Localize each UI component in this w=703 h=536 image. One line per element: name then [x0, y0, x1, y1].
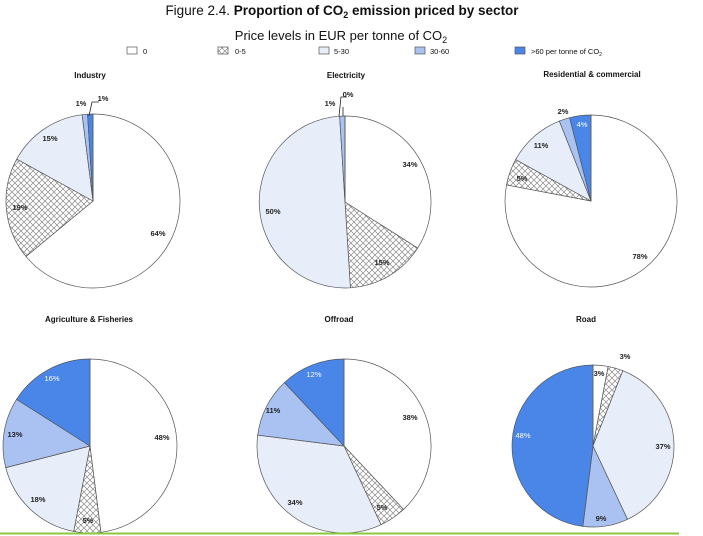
legend-swatch-1 — [217, 46, 229, 55]
legend-label-1: 0-5 — [235, 47, 246, 56]
data-label: 48% — [154, 433, 169, 442]
data-label: 12% — [306, 370, 321, 379]
data-label: 3% — [620, 352, 631, 361]
pie-chart-4: Offroad 38% 5% 34% 11% 12% — [256, 315, 432, 534]
pie-slice-5-30 — [592, 370, 675, 520]
figure-title: Figure 2.4. Proportion of CO2 emission p… — [165, 3, 519, 20]
pie-slice-5-30 — [256, 434, 382, 534]
legend-label-3: 30-60 — [430, 47, 449, 56]
chart-title: Agriculture & Fisheries — [45, 315, 134, 324]
pie-slice-60 — [16, 358, 91, 447]
pie-slice-30-60 — [2, 398, 91, 469]
data-label: 1% — [325, 99, 336, 108]
data-label: 5% — [517, 174, 528, 183]
pie-slice-5-30 — [258, 115, 351, 289]
pie-slice-60 — [283, 358, 345, 447]
data-label: 5% — [83, 516, 94, 525]
data-label: 13% — [7, 430, 22, 439]
data-label: 34% — [402, 160, 417, 169]
data-label: 18% — [30, 495, 45, 504]
chart-title: Electricity — [327, 71, 366, 80]
data-label: 38% — [402, 413, 417, 422]
pie-slice-60 — [569, 114, 592, 202]
data-label: 34% — [287, 498, 302, 507]
data-label: 15% — [374, 258, 389, 267]
pie-charts: Industry 64% 19% 15% 1% 1% Electricity 34% 15% 50… — [2, 70, 678, 534]
data-label: 50% — [265, 207, 280, 216]
data-label: 1% — [98, 94, 109, 103]
pie-slice-0 — [344, 115, 432, 249]
chart-title: Offroad — [325, 315, 354, 324]
data-label: 11% — [266, 406, 281, 415]
pie-slice-0 — [504, 114, 678, 288]
figure-subtitle: Price levels in EUR per tonne of CO2 — [235, 28, 447, 45]
chart-title: Industry — [74, 71, 106, 80]
data-label: 78% — [632, 252, 647, 261]
pie-slice-0-5 — [5, 158, 94, 257]
pie-slice-60 — [511, 364, 594, 527]
pie-slice-0 — [89, 358, 178, 533]
data-label: 64% — [150, 229, 165, 238]
data-label: 11% — [534, 141, 549, 150]
pie-chart-1: Electricity 34% 15% 50% 1% 0% — [258, 71, 432, 289]
data-label: 16% — [44, 374, 59, 383]
legend-label-2: 5-30 — [334, 47, 349, 56]
legend-swatch-0 — [126, 46, 138, 55]
legend-swatch-4 — [514, 46, 526, 55]
leader-line — [338, 96, 347, 117]
pie-chart-2: Residential & commercial 78% 5% 11% 2% 4% — [504, 70, 678, 288]
data-label: 1% — [76, 99, 87, 108]
leader-line — [88, 101, 99, 117]
chart-title: Residential & commercial — [543, 70, 640, 79]
data-label: 9% — [596, 514, 607, 523]
pie-slice-0 — [25, 113, 181, 289]
pie-chart-3: Agriculture & Fisheries 48% 5% 18% 13% 16% — [2, 315, 178, 534]
data-label: 5% — [377, 503, 388, 512]
data-label: 15% — [42, 134, 57, 143]
legend-swatch-2 — [318, 46, 330, 55]
pie-chart-0: Industry 64% 19% 15% 1% 1% — [5, 71, 181, 289]
pie-slice-0-5 — [344, 201, 419, 289]
data-label: 37% — [655, 442, 670, 451]
pie-slice-0 — [343, 358, 432, 510]
data-label: 4% — [577, 120, 588, 129]
legend-swatch-3 — [414, 46, 426, 55]
data-label: 3% — [594, 369, 605, 378]
legend-label-0: 0 — [143, 47, 147, 56]
data-label: 48% — [515, 431, 530, 440]
data-label: 2% — [558, 107, 569, 116]
legend-label-4: >60 per tonne of CO2 — [531, 47, 602, 58]
pie-chart-5: Road 3% 3% 37% 9% 48% — [511, 315, 675, 528]
legend: 0 0-5 5-30 30-60 >60 per tonne of CO2 — [126, 46, 602, 58]
pie-slice-5-30 — [16, 114, 94, 202]
chart-title: Road — [576, 315, 596, 324]
data-label: 19% — [12, 203, 27, 212]
data-label: 0% — [343, 90, 354, 99]
pie-slice-5-30 — [5, 445, 91, 532]
pie-slice-60 — [87, 113, 94, 202]
